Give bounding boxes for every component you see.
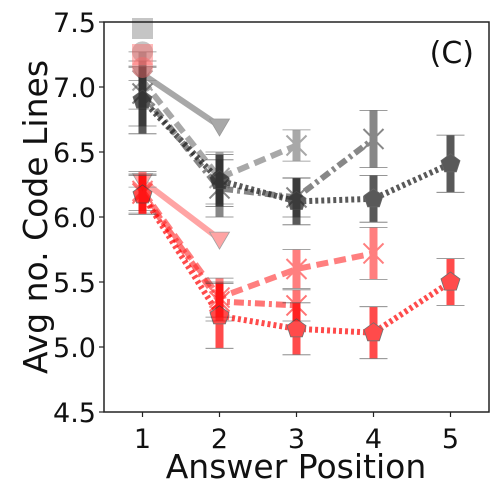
data-point (286, 318, 307, 338)
y-axis-label: Avg no. Code Lines (16, 60, 55, 374)
data-point (440, 271, 461, 291)
y-tick-label: 6.5 (53, 138, 96, 169)
y-tick-label: 5.0 (53, 333, 96, 364)
data-point (132, 184, 153, 204)
y-tick-label: 7.5 (53, 8, 96, 39)
x-tick-label: 3 (288, 424, 305, 455)
y-tick-label: 5.5 (53, 268, 96, 299)
series-line (140, 78, 298, 181)
y-tick-label: 6.0 (53, 203, 96, 234)
data-point (440, 153, 461, 173)
y-tick-label: 7.0 (53, 73, 96, 104)
x-tick-label: 2 (211, 424, 228, 455)
series-gray-5 (128, 65, 465, 226)
data-point (208, 231, 231, 250)
data-point (209, 305, 230, 325)
series-line (140, 178, 222, 242)
data-point (132, 57, 153, 78)
data-point (286, 190, 307, 210)
data-point (285, 258, 308, 280)
series-red-6 (132, 57, 153, 78)
x-tick-label: 5 (442, 424, 459, 455)
series-red-7 (132, 44, 153, 65)
data-point (363, 188, 384, 208)
x-axis-label: Answer Position (166, 447, 427, 486)
series-red-11 (128, 174, 465, 360)
series-gray-1 (132, 18, 153, 39)
x-tick-label: 1 (134, 424, 151, 455)
data-point (132, 18, 153, 39)
data-point (285, 134, 308, 157)
data-point (363, 322, 384, 342)
data-point (209, 170, 230, 190)
data-point (132, 44, 153, 65)
data-point (362, 128, 385, 150)
data-point (132, 89, 153, 109)
data-point (362, 242, 385, 265)
series-line (140, 71, 222, 129)
series-line (140, 97, 452, 205)
y-tick-label: 4.5 (53, 398, 96, 429)
panel-label: (C) (430, 36, 474, 71)
data-point (208, 118, 231, 137)
ticks-layer: 1 2 3 4 5 4.5 5.0 5.5 6.0 6.5 7.0 7.5 (53, 8, 459, 455)
x-tick-label: 4 (365, 424, 382, 455)
series-line (140, 91, 376, 201)
series-layer (128, 18, 465, 360)
